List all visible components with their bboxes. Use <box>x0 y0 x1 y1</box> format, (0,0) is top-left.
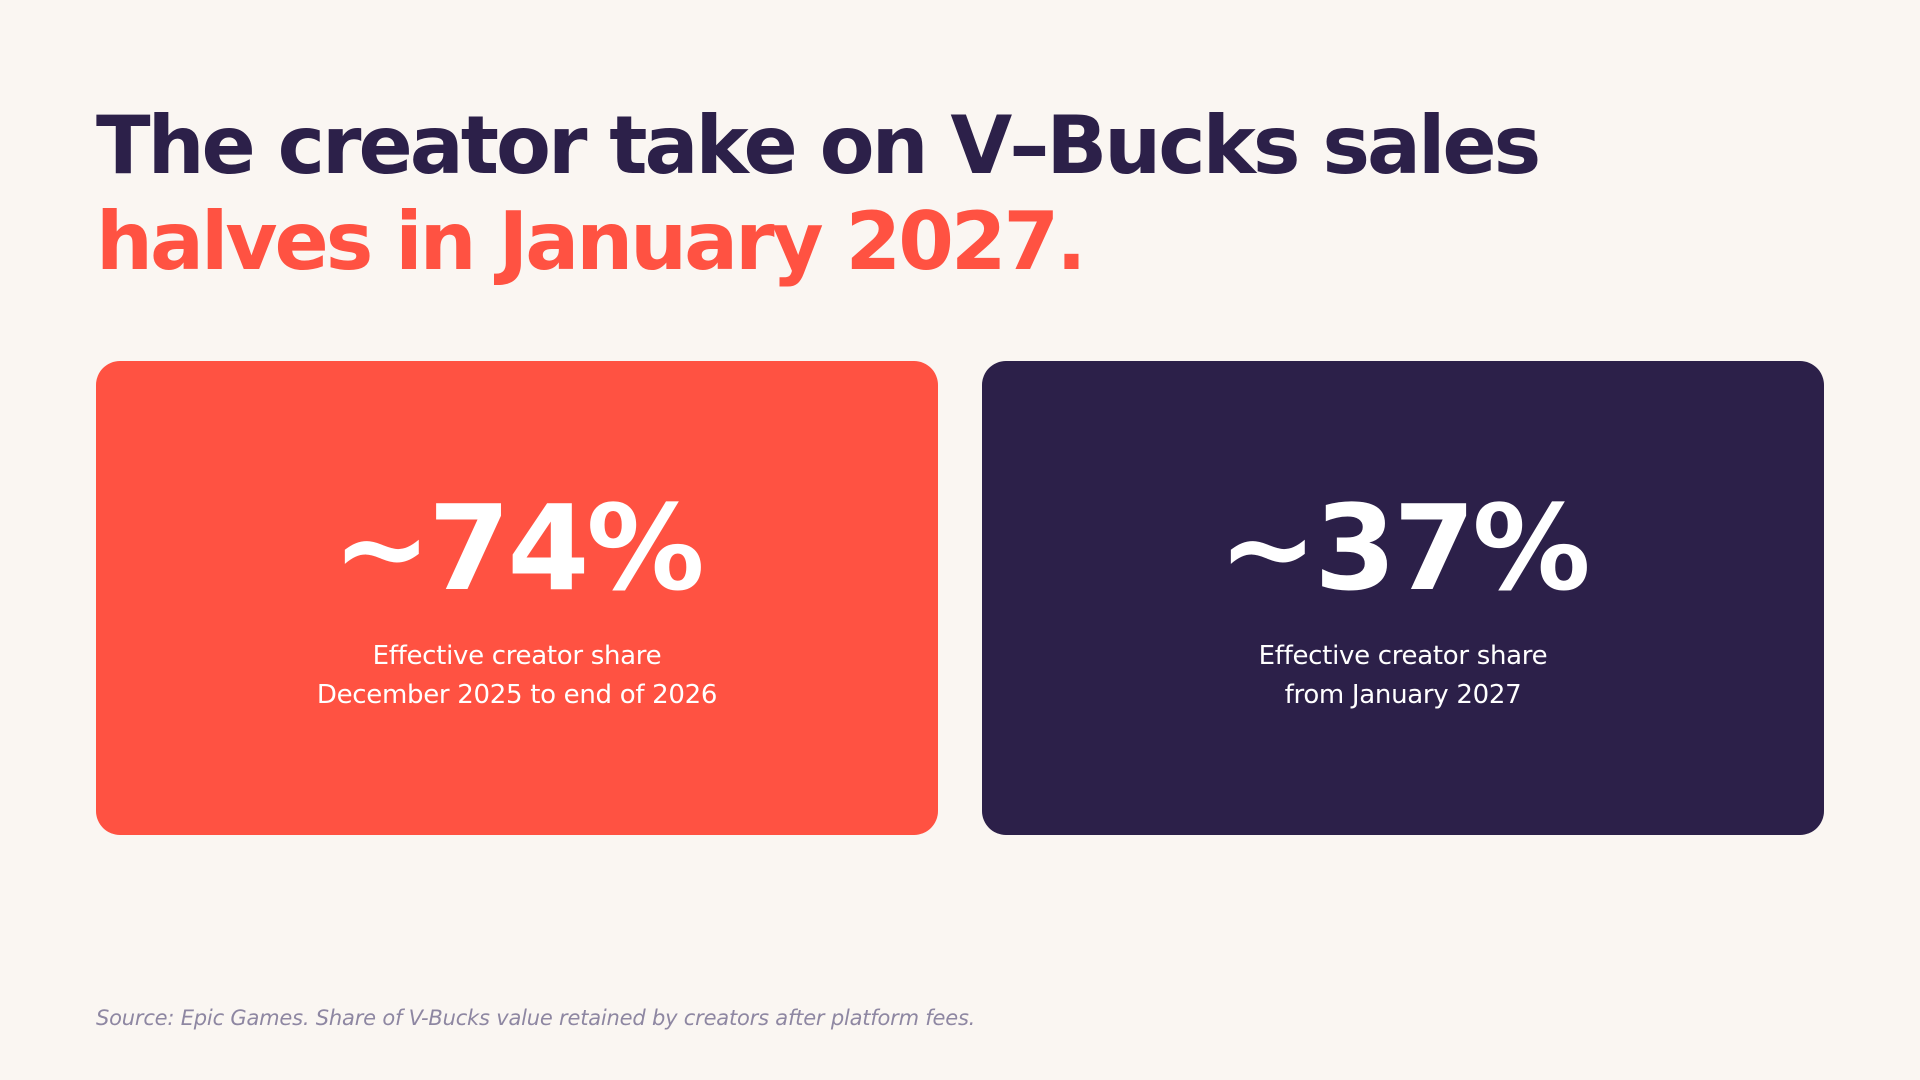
stat-label-current-line1: Effective creator share <box>372 641 662 671</box>
headline-accent: halves in January 2027. <box>96 195 1087 288</box>
headline-main: The creator take on V–Bucks sales <box>96 99 1541 192</box>
headline: The creator take on V–Bucks sales halves… <box>96 98 1836 290</box>
source-note: Source: Epic Games. Share of V-Bucks val… <box>96 1006 976 1030</box>
stat-value-current: ~74% <box>332 479 704 617</box>
stat-label-future-line2: from January 2027 <box>1284 680 1522 710</box>
stat-label-current-line2: December 2025 to end of 2026 <box>316 680 718 710</box>
stat-value-future: ~37% <box>1218 479 1590 617</box>
stat-label-current: Effective creator share December 2025 to… <box>316 637 718 715</box>
stat-card-future: ~37% Effective creator share from Januar… <box>982 361 1824 835</box>
stat-label-future-line1: Effective creator share <box>1258 641 1548 671</box>
stat-card-current: ~74% Effective creator share December 20… <box>96 361 938 835</box>
stat-label-future: Effective creator share from January 202… <box>1259 637 1548 715</box>
